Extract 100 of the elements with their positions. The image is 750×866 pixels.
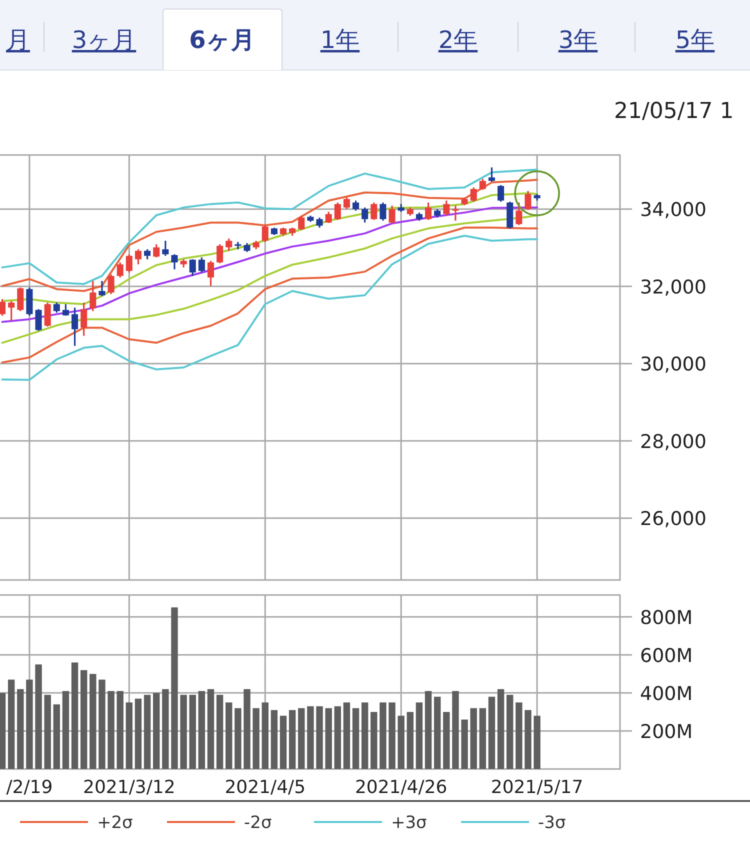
legend-label: -3σ xyxy=(538,813,566,833)
bar xyxy=(126,702,133,769)
bar xyxy=(434,696,441,769)
y-tick-label: 800M xyxy=(640,606,693,629)
bar xyxy=(216,694,224,769)
y-tick-label: 600M xyxy=(640,644,693,667)
y-tick-label: 28,000 xyxy=(640,430,706,453)
bar xyxy=(380,702,386,769)
bar xyxy=(461,720,468,769)
bar xyxy=(207,689,214,769)
bar xyxy=(524,710,532,769)
x-tick-label: 2021/4/26 xyxy=(354,777,448,798)
candlestick xyxy=(216,243,224,264)
candlestick xyxy=(388,204,396,224)
candlestick xyxy=(171,253,178,270)
bar xyxy=(516,702,522,769)
bar xyxy=(108,691,114,769)
bar xyxy=(406,712,414,769)
bar xyxy=(334,706,341,769)
bar xyxy=(189,694,196,769)
legend-label: +3σ xyxy=(391,813,428,833)
candlestick xyxy=(325,210,332,224)
y-tick-label: 30,000 xyxy=(640,354,706,376)
bar xyxy=(443,712,450,769)
bar xyxy=(62,691,70,769)
y-tick-label: 34,000 xyxy=(640,199,706,222)
candlestick xyxy=(207,260,214,287)
x-tick-label: 2021/3/12 xyxy=(83,777,176,798)
bar xyxy=(307,706,314,769)
candlestick xyxy=(53,302,60,314)
candlestick xyxy=(362,206,368,224)
bar xyxy=(361,702,368,769)
y-tick-label: 400M xyxy=(640,682,693,705)
bar xyxy=(262,702,268,769)
bar xyxy=(153,692,160,769)
candlestick xyxy=(0,298,6,317)
candlestick xyxy=(8,300,15,322)
bar xyxy=(162,689,169,769)
bar xyxy=(17,689,24,769)
bar xyxy=(234,708,242,769)
candlestick xyxy=(380,202,386,222)
y-tick-label: 200M xyxy=(640,720,693,743)
candlestick xyxy=(116,262,124,278)
candlestick xyxy=(72,306,78,347)
candlestick xyxy=(226,238,232,252)
candlestick xyxy=(343,196,350,210)
bar xyxy=(226,702,232,769)
candlestick xyxy=(425,202,432,221)
bar xyxy=(280,716,287,769)
bar xyxy=(497,689,504,769)
line-series xyxy=(1,214,538,344)
bar xyxy=(343,702,350,769)
bar xyxy=(144,694,151,769)
candlestick xyxy=(162,240,169,257)
candlestick xyxy=(144,248,151,260)
bar xyxy=(316,706,323,769)
bar xyxy=(298,708,305,769)
bar xyxy=(44,694,51,769)
candlestick xyxy=(516,202,522,226)
x-tick-label: /2/19 xyxy=(6,777,53,798)
bar xyxy=(479,708,486,769)
candlestick xyxy=(352,200,360,212)
bar xyxy=(488,696,496,769)
bar xyxy=(506,694,514,769)
candlestick xyxy=(35,308,42,332)
bar xyxy=(198,691,206,769)
x-tick-label: 2021/4/5 xyxy=(224,777,306,798)
bar xyxy=(171,607,178,769)
candlestick xyxy=(498,184,504,203)
candlestick xyxy=(80,302,88,337)
candlestick xyxy=(524,190,532,211)
bar xyxy=(80,670,88,769)
bar xyxy=(470,708,477,769)
bar xyxy=(416,702,423,769)
bar xyxy=(288,710,296,769)
candlestick xyxy=(334,202,341,221)
candlestick xyxy=(108,274,114,295)
bar xyxy=(370,712,378,769)
bar xyxy=(35,664,42,769)
candlestick xyxy=(17,286,24,312)
bar xyxy=(270,710,278,769)
bar xyxy=(180,694,187,769)
bar xyxy=(388,702,396,769)
y-tick-label: 26,000 xyxy=(640,508,706,530)
bar xyxy=(452,691,459,769)
candlestick xyxy=(443,200,450,216)
bar xyxy=(71,662,78,769)
bar xyxy=(53,704,60,769)
x-tick-label: 2021/5/17 xyxy=(490,777,584,798)
candlestick xyxy=(470,186,477,203)
bar xyxy=(90,674,96,769)
legend-label: -2σ xyxy=(244,813,272,833)
bar xyxy=(352,708,360,769)
bar xyxy=(424,691,432,769)
bar xyxy=(325,708,332,769)
candlestick xyxy=(98,280,106,297)
candlestick xyxy=(479,178,486,191)
candlestick xyxy=(134,248,142,266)
bar xyxy=(534,716,540,769)
bar xyxy=(98,680,106,769)
